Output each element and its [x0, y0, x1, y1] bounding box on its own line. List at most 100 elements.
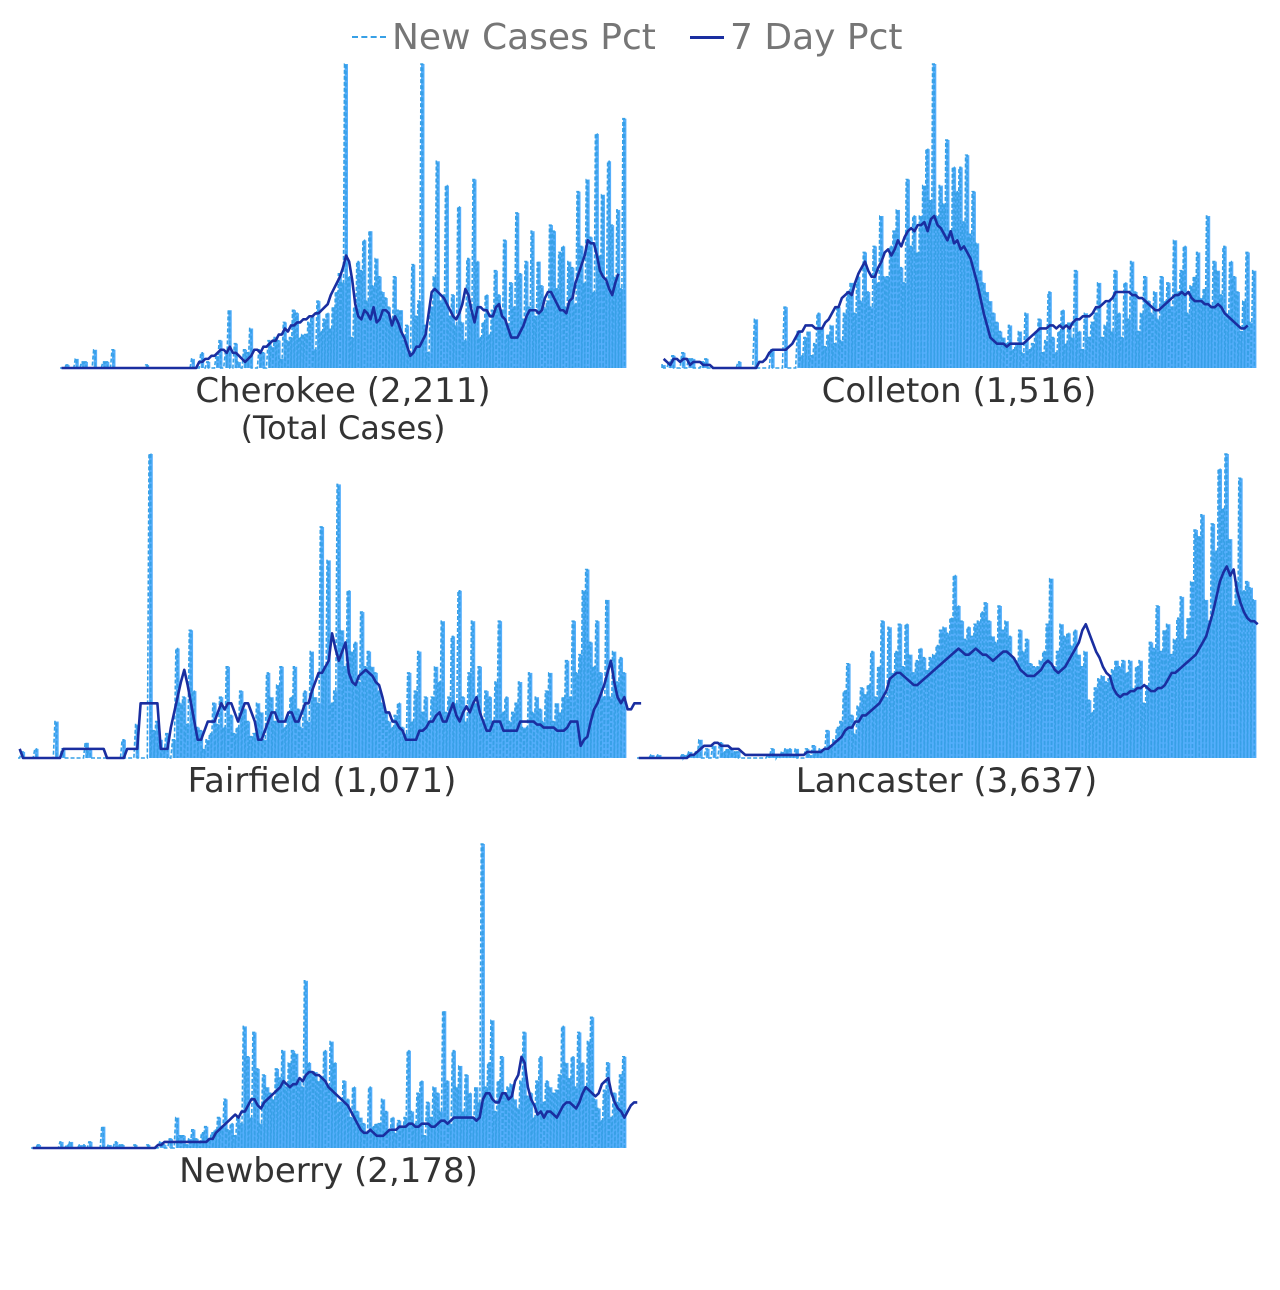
new-cases-bar — [593, 1099, 598, 1148]
new-cases-bar — [410, 1111, 415, 1148]
new-cases-bar — [303, 691, 308, 758]
new-cases-pct-line — [60, 63, 626, 369]
new-cases-bar — [595, 621, 600, 758]
new-cases-bar — [217, 1117, 222, 1148]
new-cases-bar — [1107, 301, 1112, 368]
new-cases-bar — [232, 733, 237, 758]
new-cases-bar — [564, 307, 569, 368]
new-cases-bar — [570, 267, 575, 368]
new-cases-bar — [1225, 454, 1229, 758]
new-cases-bar — [206, 361, 211, 368]
new-cases-bar — [310, 651, 314, 758]
new-cases-bar — [597, 1108, 601, 1148]
new-cases-bar — [243, 1026, 247, 1148]
new-cases-bar — [491, 721, 496, 758]
new-cases-bar — [219, 340, 223, 368]
panel-title: Cherokee (2,211) — [195, 371, 491, 411]
new-cases-bar — [34, 748, 39, 758]
new-cases-bar — [571, 1056, 575, 1148]
new-cases-bar — [1084, 651, 1088, 758]
new-cases-bar — [306, 721, 311, 758]
new-cases-bar — [612, 651, 617, 758]
new-cases-bar — [1211, 523, 1216, 758]
new-cases-bar — [1049, 578, 1054, 758]
new-cases-bar — [498, 621, 503, 758]
new-cases-bar — [609, 1117, 614, 1148]
new-cases-bar — [256, 1068, 260, 1148]
new-cases-bar — [228, 310, 232, 368]
new-cases-bar — [1252, 599, 1257, 758]
new-cases-bar — [281, 1050, 286, 1148]
seven-day-pct-line — [32, 1055, 638, 1150]
panel-colleton: Colleton (1,516) — [661, 60, 1257, 411]
new-cases-bar — [545, 1081, 550, 1148]
new-cases-bar — [574, 1087, 579, 1148]
seven-day-pct-line — [638, 565, 1259, 760]
panel-title: Newberry (2,178) — [179, 1151, 478, 1191]
new-cases-bar — [449, 1123, 453, 1148]
new-cases-bar — [101, 1126, 106, 1148]
new-cases-bar — [881, 621, 885, 758]
new-cases-bar — [1252, 270, 1257, 368]
new-cases-bar — [826, 730, 830, 758]
chart-legend: New Cases Pct 7 Day Pct — [0, 12, 1280, 62]
panel-newberry: Newberry (2,178) — [31, 840, 638, 1191]
colleton-chart — [661, 63, 1257, 370]
new-cases-bar — [733, 751, 738, 758]
new-cases-bar — [261, 352, 266, 368]
new-cases-bar — [543, 307, 547, 368]
new-cases-bar — [133, 1144, 138, 1148]
new-cases-bar — [912, 216, 917, 368]
new-cases-bar — [565, 660, 570, 758]
new-cases-bar — [411, 264, 416, 368]
new-cases-bar — [539, 1056, 543, 1148]
new-cases-bar — [813, 343, 818, 368]
new-cases-bar — [1216, 270, 1221, 368]
new-cases-bar — [843, 691, 848, 758]
new-cases-bar — [866, 292, 871, 368]
new-cases-bar — [987, 621, 992, 758]
new-cases-bar — [817, 313, 821, 368]
new-cases-bar — [320, 526, 325, 758]
new-cases-bar — [1061, 310, 1065, 368]
new-cases-bar — [1110, 331, 1115, 368]
new-cases-bar — [291, 1050, 296, 1148]
new-cases-bar — [572, 621, 577, 758]
new-cases-bar — [949, 231, 953, 368]
panel-title: Colleton (1,516) — [821, 371, 1097, 411]
new-cases-bar — [330, 703, 335, 758]
panel-subtitle: (Total Cases) — [240, 409, 446, 447]
new-cases-bar — [421, 64, 425, 368]
new-cases-bar — [381, 1099, 386, 1148]
new-cases-bar — [1166, 624, 1171, 758]
new-cases-bar — [436, 1093, 440, 1148]
new-cases-bar — [481, 844, 485, 1148]
new-cases-bar — [1157, 319, 1161, 368]
new-cases-pct-line — [637, 453, 1256, 762]
new-cases-bar — [754, 319, 759, 368]
new-cases-bar — [114, 1141, 119, 1148]
new-cases-bar — [839, 721, 844, 758]
new-cases-bar — [387, 721, 392, 758]
new-cases-bar — [1127, 319, 1131, 368]
new-cases-bar — [259, 1123, 263, 1148]
new-cases-bar — [836, 307, 841, 368]
seven-day-pct-line — [61, 239, 620, 370]
new-cases-bar — [836, 727, 841, 758]
panel-fairfield: Fairfield (1,071) — [18, 450, 642, 801]
panel-title: Fairfield (1,071) — [187, 761, 457, 801]
new-cases-bar — [360, 612, 365, 758]
legend-item-new-cases: New Cases Pct — [352, 12, 656, 62]
new-cases-bar — [326, 1087, 331, 1148]
new-cases-bars — [662, 64, 1257, 368]
new-cases-bar — [1147, 301, 1151, 368]
new-cases-bar — [429, 1117, 434, 1148]
legend-swatch-solid-line — [690, 35, 724, 39]
new-cases-bar — [584, 1087, 588, 1148]
new-cases-bar — [121, 1144, 125, 1148]
new-cases-bar — [1133, 292, 1138, 368]
new-cases-bar — [797, 331, 801, 368]
new-cases-bar — [528, 672, 533, 758]
new-cases-bar — [37, 1144, 42, 1148]
new-cases-bar — [229, 715, 234, 758]
